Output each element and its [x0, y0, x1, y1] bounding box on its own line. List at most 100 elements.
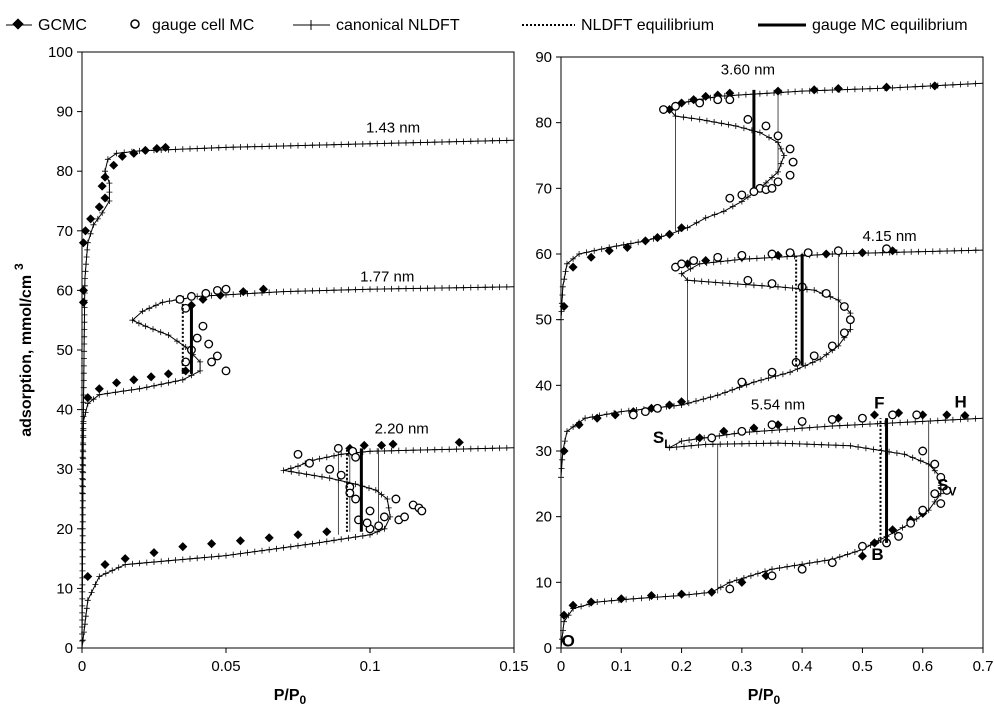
left-gauge-point [391, 494, 401, 504]
right-nldft-marker [705, 278, 712, 285]
left-nldft-marker [295, 542, 301, 549]
right-nldft-marker [942, 417, 949, 424]
right-gauge-point [845, 315, 855, 325]
right-gcmc-point [749, 423, 759, 433]
right-nldft-marker [618, 408, 625, 415]
left-nldft-line [81, 139, 515, 649]
left-nldft-marker [395, 140, 402, 147]
left-x-axis-title: P/P0 [274, 687, 307, 707]
right-nldft-marker [778, 145, 784, 152]
legend-item-nldft: canonical NLDFT [293, 17, 460, 34]
right-nldft-marker [591, 247, 598, 254]
left-nldft-marker [352, 481, 359, 488]
left-nldft-marker [80, 392, 87, 398]
right-nldft-marker [722, 389, 728, 396]
legend-item-gauge: gauge cell MC [130, 17, 254, 34]
left-nldft-marker [172, 378, 179, 385]
right-nldft-marker [558, 474, 564, 481]
right-nldft-marker [710, 259, 717, 266]
left-nldft-marker [410, 139, 417, 146]
right-gcmc-point [857, 551, 867, 561]
right-nldft-marker [799, 88, 806, 95]
left-gauge-point [333, 443, 343, 453]
right-gauge-point [749, 187, 759, 197]
left-nldft-marker [83, 605, 90, 612]
right-annotation: H [955, 393, 967, 412]
left-nldft-marker [403, 139, 409, 146]
right-nldft-marker [889, 420, 896, 426]
right-gauge-point [743, 275, 753, 285]
left-nldft-marker [367, 140, 373, 147]
right-nldft-marker [693, 590, 700, 597]
left-nldft-marker [179, 376, 186, 383]
left-nldft-marker [79, 645, 85, 651]
left-gcmc-point [264, 533, 274, 543]
left-gauge-point [207, 357, 217, 367]
right-nldft-marker [851, 549, 858, 555]
right-nldft-marker [724, 441, 731, 447]
left-nldft-marker [446, 138, 453, 145]
left-nldft-marker [244, 549, 251, 556]
right-nldft-marker [570, 255, 577, 262]
right-nldft-marker [725, 121, 732, 128]
left-nldft-marker [94, 215, 101, 222]
right-nldft-marker [754, 570, 761, 577]
left-gcmc-point [78, 238, 88, 248]
right-nldft-marker [844, 422, 851, 429]
left-nldft-marker [99, 209, 106, 216]
left-gcmc-point [181, 366, 191, 376]
right-nldft-marker [809, 359, 816, 366]
right-nldft-marker [570, 423, 577, 430]
right-nldft-marker [784, 426, 791, 433]
left-nldft-marker [230, 291, 237, 298]
left-nldft-marker [431, 446, 438, 453]
left-nldft-marker [135, 320, 142, 327]
right-gauge-point [930, 459, 940, 469]
right-nldft-marker [917, 457, 924, 464]
right-nldft-marker [889, 84, 896, 91]
left-nldft-marker [410, 285, 417, 292]
left-gauge-point [293, 449, 303, 459]
right-plot-frame [560, 56, 984, 649]
right-gcmc-point [677, 589, 687, 599]
right-nldft-marker [817, 356, 824, 363]
left-nldft-marker [80, 440, 86, 446]
legend-label-gcmc: GCMC [38, 17, 87, 34]
left-nldft-marker [79, 454, 86, 461]
right-nldft-marker [673, 444, 680, 451]
right-nldft-marker [702, 441, 709, 448]
left-gcmc-point [100, 193, 110, 203]
right-gcmc-point [869, 538, 880, 548]
left-nldft-marker [381, 448, 388, 454]
left-gauge-point [186, 291, 196, 301]
left-xtick-label: 0.1 [360, 658, 381, 675]
right-nldft-marker [709, 441, 716, 448]
left-nldft-marker [81, 319, 88, 326]
right-nldft-marker [558, 645, 564, 651]
left-nldft-marker [323, 454, 330, 461]
left-gcmc-point [322, 527, 332, 537]
right-gauge-point [936, 499, 946, 508]
right-nldft-marker [872, 249, 879, 256]
right-nldft-marker [787, 369, 794, 376]
right-gauge-point [761, 121, 771, 131]
right-nldft-marker [847, 326, 854, 333]
right-gauge-point [936, 472, 946, 482]
left-nldft-marker [79, 518, 86, 525]
left-nldft-marker [80, 377, 87, 384]
left-nldft-marker [388, 140, 395, 147]
right-gcmc-point [559, 610, 569, 620]
right-gcmc-point [719, 426, 729, 436]
left-nldft-marker [102, 570, 109, 577]
left-nldft-marker [273, 545, 280, 552]
left-nldft-marker [80, 483, 86, 490]
right-nldft-marker [740, 125, 747, 132]
right-gauge-point [689, 256, 699, 266]
left-nldft-marker [424, 446, 431, 453]
right-nldft-marker [726, 579, 733, 586]
right-gauge-point [767, 571, 777, 581]
left-nldft-marker [489, 284, 496, 291]
left-nldft-marker [352, 286, 359, 293]
right-nldft-marker [806, 424, 813, 431]
left-nldft-marker [403, 447, 409, 454]
